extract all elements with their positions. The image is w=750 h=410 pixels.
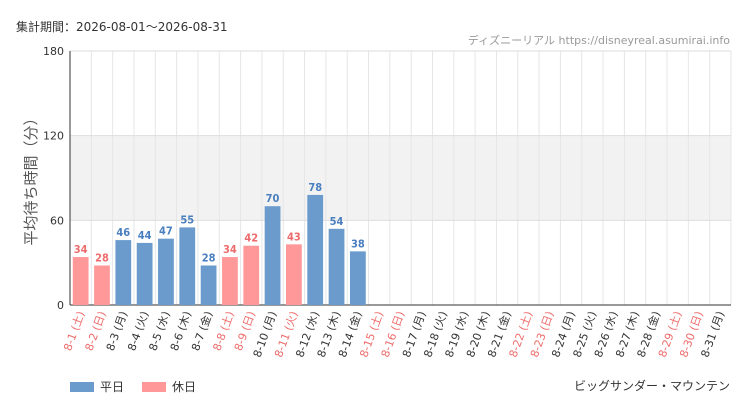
legend-item-holiday: 休日 bbox=[142, 378, 196, 395]
bar-value-label: 55 bbox=[180, 213, 194, 226]
bar-value-label: 34 bbox=[223, 243, 237, 256]
y-tick-label: 180 bbox=[43, 45, 64, 58]
legend-item-weekday: 平日 bbox=[70, 378, 124, 395]
bar bbox=[94, 265, 110, 305]
bar-value-label: 28 bbox=[202, 251, 216, 264]
bar bbox=[349, 251, 366, 305]
bar bbox=[200, 265, 217, 305]
bar bbox=[243, 245, 260, 305]
y-tick-label: 60 bbox=[50, 214, 64, 227]
bar-value-label: 42 bbox=[244, 232, 258, 245]
legend: 平日 休日 bbox=[70, 378, 196, 395]
bar-value-label: 54 bbox=[330, 215, 344, 228]
bar-value-label: 43 bbox=[287, 230, 301, 243]
bar-value-label: 38 bbox=[351, 237, 365, 250]
bar bbox=[158, 238, 174, 305]
legend-label-holiday: 休日 bbox=[172, 380, 197, 394]
bar bbox=[115, 240, 132, 305]
bar bbox=[328, 228, 345, 305]
bar-value-label: 28 bbox=[95, 251, 109, 264]
bar bbox=[179, 227, 196, 305]
legend-swatch-holiday bbox=[142, 381, 167, 392]
attraction-name: ビッグサンダー・マウンテン bbox=[573, 379, 730, 393]
period-label: 集計期間：2026-08-01～2026-08-31 bbox=[16, 20, 228, 34]
bar bbox=[72, 257, 89, 305]
legend-label-weekday: 平日 bbox=[100, 380, 125, 394]
bar-value-label: 46 bbox=[116, 226, 130, 239]
bar-value-label: 44 bbox=[138, 229, 152, 242]
y-axis-title: 平均待ち時間（分） bbox=[22, 110, 40, 245]
bar bbox=[307, 194, 324, 305]
bar bbox=[136, 242, 153, 305]
bar-value-label: 47 bbox=[159, 225, 173, 238]
bar-value-label: 34 bbox=[74, 243, 88, 256]
bar bbox=[222, 257, 238, 305]
bar-value-label: 70 bbox=[266, 192, 280, 205]
legend-swatch-weekday bbox=[70, 381, 94, 392]
y-band bbox=[70, 135, 731, 221]
bar bbox=[264, 206, 281, 305]
y-tick-label: 0 bbox=[57, 299, 64, 312]
bar bbox=[285, 244, 302, 305]
source-label: ディズニーリアル https://disneyreal.asumirai.inf… bbox=[467, 34, 730, 47]
bar-value-label: 78 bbox=[308, 181, 322, 194]
y-tick-label: 120 bbox=[43, 130, 64, 143]
